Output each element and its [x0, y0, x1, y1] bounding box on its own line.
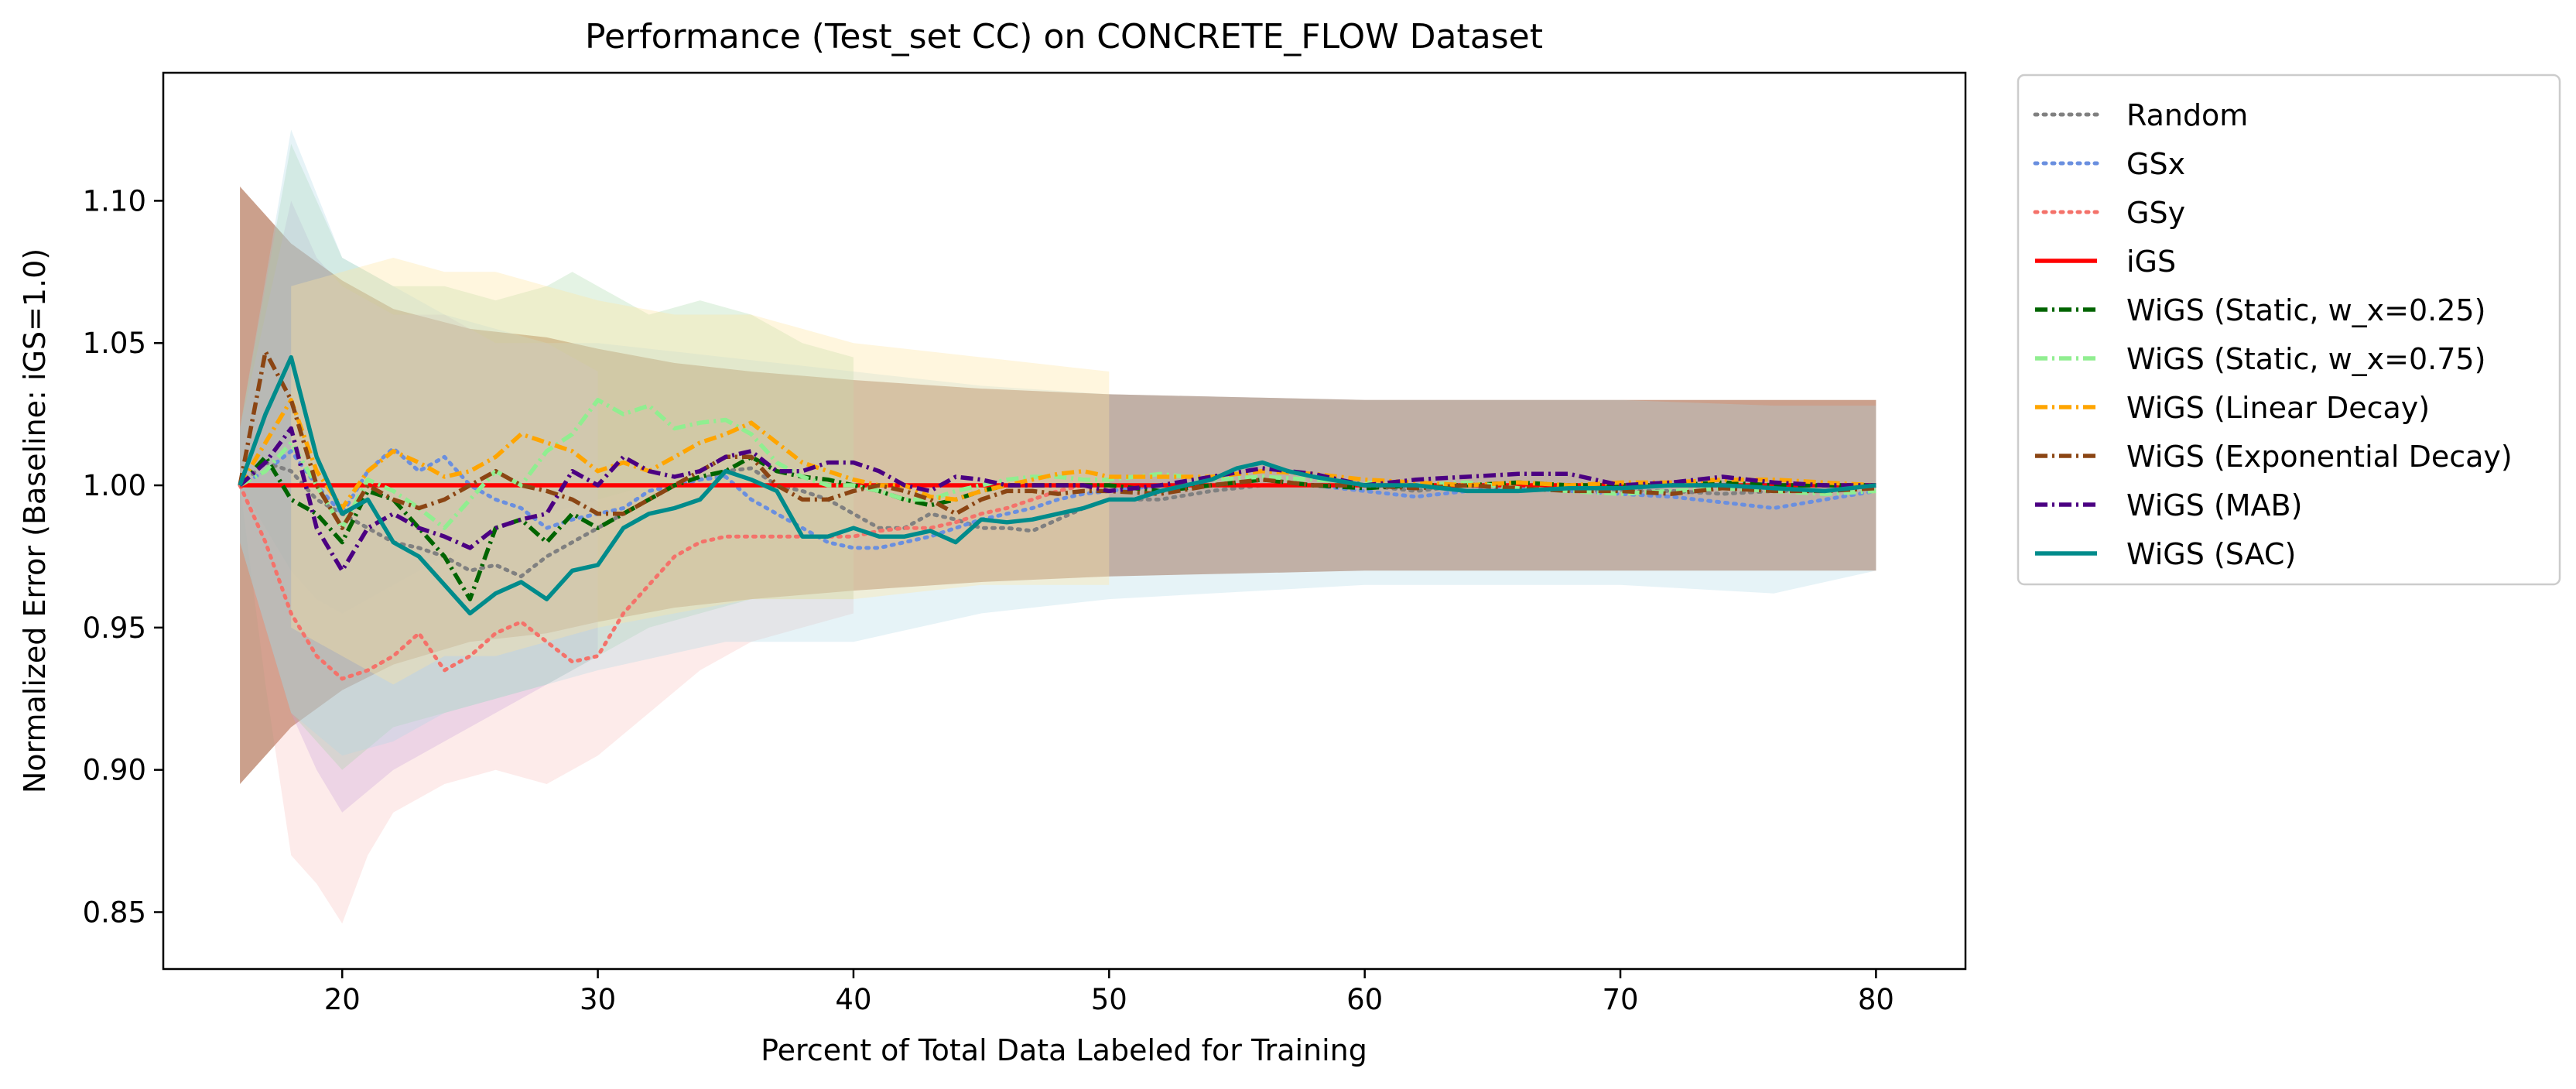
x-axis-label: Percent of Total Data Labeled for Traini…: [761, 1033, 1367, 1067]
x-tick-label: 30: [580, 983, 616, 1016]
y-tick-label: 0.85: [83, 896, 146, 929]
legend-frame: [2017, 74, 2561, 586]
x-tick-label: 80: [1858, 983, 1894, 1016]
series-line-wigs-mab-: [238, 426, 1876, 574]
y-tick-label: 0.90: [83, 754, 146, 787]
legend-label: WiGS (MAB): [2126, 488, 2302, 522]
plot-frame: [162, 71, 1967, 971]
chart-title: Performance (Test_set CC) on CONCRETE_FL…: [585, 17, 1543, 57]
series-line-random: [238, 461, 1878, 579]
x-tick-label: 20: [324, 983, 361, 1016]
x-tick-label: 50: [1091, 983, 1127, 1016]
y-axis-ticks: 0.85 0.90 0.95 1.00 1.05 1.10: [83, 184, 163, 929]
legend-label: WiGS (Static, w_x=0.75): [2126, 342, 2485, 376]
y-tick-label: 0.95: [83, 611, 146, 645]
series-line-gsy: [238, 483, 1111, 681]
confidence-band-3: [240, 143, 854, 770]
y-axis-label: Normalized Error (Baseline: iGS=1.0): [18, 248, 52, 793]
series-line-wigs-exponential-decay-: [238, 349, 1876, 530]
legend-label: iGS: [2126, 245, 2176, 279]
confidence-band-4: [240, 129, 1876, 756]
x-tick-label: 60: [1346, 983, 1383, 1016]
y-tick-label: 1.10: [83, 184, 146, 217]
legend-label: GSy: [2126, 196, 2185, 230]
y-tick-label: 1.00: [83, 469, 146, 502]
legend-label: WiGS (Linear Decay): [2126, 391, 2430, 425]
series-lines: [238, 349, 1878, 681]
y-tick-label: 1.05: [83, 327, 146, 360]
series-line-wigs-static-w-x-0-75-: [238, 398, 1876, 530]
legend-label: Random: [2126, 98, 2248, 132]
confidence-band-1: [240, 485, 854, 924]
x-tick-label: 40: [835, 983, 871, 1016]
legend-label: WiGS (Exponential Decay): [2126, 440, 2513, 474]
x-axis-ticks: 20 30 40 50 60 70 80: [324, 969, 1894, 1016]
legend-label: WiGS (SAC): [2126, 537, 2296, 571]
series-line-gsx: [238, 446, 1878, 550]
series-line-wigs-sac-: [238, 354, 1876, 616]
legend-label: WiGS (Static, w_x=0.25): [2126, 293, 2485, 327]
legend-label: GSx: [2126, 147, 2185, 181]
x-tick-label: 70: [1602, 983, 1638, 1016]
legend: Random GSx GSy iGS WiGS (Static, w_x=0.25) Wi…: [2017, 74, 2561, 586]
